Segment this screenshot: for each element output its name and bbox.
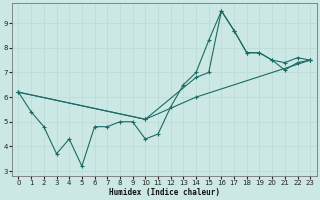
X-axis label: Humidex (Indice chaleur): Humidex (Indice chaleur)	[109, 188, 220, 197]
